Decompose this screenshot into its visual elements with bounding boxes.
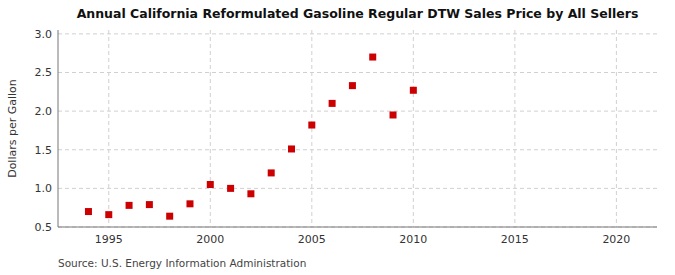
point: [390, 111, 397, 118]
marks: [85, 54, 417, 220]
point: [247, 190, 254, 197]
tick-label: 3.0: [35, 28, 53, 41]
point: [349, 82, 356, 89]
grid-line: [58, 111, 657, 112]
grid-line: [616, 30, 617, 227]
point: [308, 122, 315, 129]
tick-label: 1.0: [35, 182, 53, 195]
source-note: Source: U.S. Energy Information Administ…: [58, 257, 306, 269]
point: [186, 200, 193, 207]
grid-line: [58, 188, 657, 189]
point: [105, 211, 112, 218]
point: [166, 213, 173, 220]
x-axis-line: [58, 227, 657, 228]
point: [85, 208, 92, 215]
tick-label: 0.5: [35, 221, 53, 234]
tick-label: 2020: [602, 233, 630, 246]
point: [146, 201, 153, 208]
y-axis-label: Dollars per Gallon: [6, 79, 19, 178]
axes: 0.5 1.0 1.5 2.0 2.5 3.0 1995 2000 2005 2010 2015 20…: [35, 28, 658, 246]
point: [410, 87, 417, 94]
tick-label: 2.0: [35, 105, 53, 118]
y-axis-line: [58, 30, 59, 227]
point: [369, 54, 376, 61]
grid-line: [210, 30, 211, 227]
tick-label: 2015: [501, 233, 529, 246]
tick-label: 2010: [399, 233, 427, 246]
grid-line: [514, 30, 515, 227]
tick-label: 1.5: [35, 144, 53, 157]
chart: 0.5 1.0 1.5 2.0 2.5 3.0 1995 2000 2005 2010 2015 20…: [0, 0, 675, 275]
grid-line: [413, 30, 414, 227]
grid-line: [58, 227, 657, 228]
tick-label: 2005: [298, 233, 326, 246]
point: [268, 169, 275, 176]
title: Annual California Reformulated Gasoline …: [77, 6, 639, 21]
plot-area: [58, 30, 657, 227]
point: [227, 185, 234, 192]
chart-container: 0.5 1.0 1.5 2.0 2.5 3.0 1995 2000 2005 2010 2015 20…: [0, 0, 675, 275]
point: [207, 181, 214, 188]
tick-label: 2.5: [35, 66, 53, 79]
tick-label: 2000: [196, 233, 224, 246]
grid-line: [58, 149, 657, 150]
grid-line: [58, 72, 657, 73]
grid-line: [58, 33, 657, 34]
point: [126, 202, 133, 209]
point: [329, 100, 336, 107]
tick-label: 1995: [95, 233, 123, 246]
point: [288, 145, 295, 152]
grid: [58, 30, 657, 227]
grid-line: [108, 30, 109, 227]
